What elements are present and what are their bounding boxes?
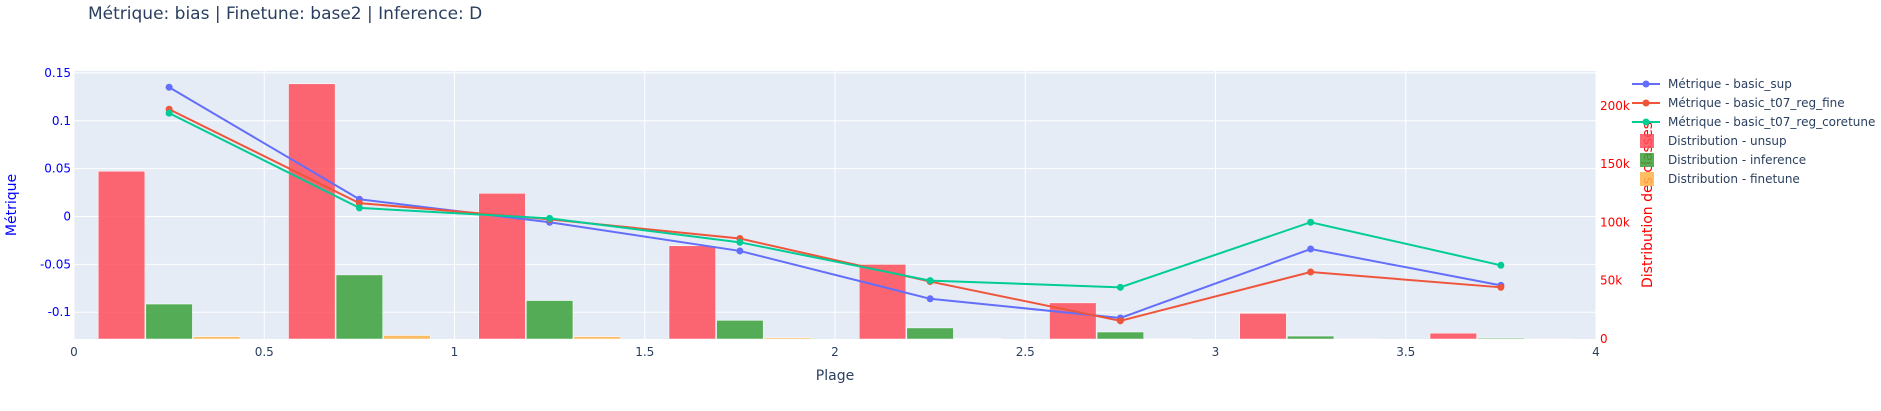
bar xyxy=(288,83,336,340)
series-line xyxy=(168,86,1502,319)
bar xyxy=(1239,313,1287,340)
legend-label: Distribution - finetune xyxy=(1668,172,1800,186)
x-tick-label: 3 xyxy=(1212,345,1220,359)
data-point xyxy=(1116,283,1124,291)
legend-label: Métrique - basic_sup xyxy=(1668,77,1792,91)
bar xyxy=(668,245,716,340)
y-right-ticks: 0 50k 100k 150k 200k xyxy=(1600,99,1630,346)
series-line xyxy=(168,108,1501,322)
bar xyxy=(859,264,907,340)
bar xyxy=(1144,338,1192,340)
bar xyxy=(1429,332,1477,340)
legend-marker xyxy=(1642,118,1650,126)
x-tick-label: 1 xyxy=(451,345,459,359)
chart-title: Métrique: bias | Finetune: base2 | Infer… xyxy=(88,4,482,24)
data-point xyxy=(926,277,934,285)
y-left-tick-label: -0.05 xyxy=(40,257,71,271)
data-point xyxy=(926,295,934,303)
lines xyxy=(165,83,1505,325)
series-line xyxy=(168,112,1502,289)
bar xyxy=(526,300,574,340)
bar xyxy=(573,336,621,340)
y-right-tick-label: 150k xyxy=(1600,157,1630,171)
y-right-tick-label: 0 xyxy=(1600,332,1608,346)
legend: Métrique - basic_sup Métrique - basic_t07… xyxy=(1632,77,1875,186)
x-tick-label: 0.5 xyxy=(255,345,274,359)
bar xyxy=(145,303,193,340)
legend-bar-symbol xyxy=(1640,134,1654,148)
x-tick-label: 2 xyxy=(831,345,839,359)
data-point xyxy=(1497,283,1505,291)
legend-label: Métrique - basic_t07_reg_coretune xyxy=(1668,115,1875,129)
legend-marker xyxy=(1642,99,1650,107)
legend-label: Métrique - basic_t07_reg_fine xyxy=(1668,96,1845,110)
x-tick-label: 0 xyxy=(70,345,78,359)
legend-label: Distribution - unsup xyxy=(1668,134,1787,148)
data-point xyxy=(1497,261,1505,269)
data-point xyxy=(736,247,744,255)
x-tick-label: 3.5 xyxy=(1396,345,1415,359)
bar xyxy=(906,327,954,340)
y-right-tick-label: 50k xyxy=(1600,274,1622,288)
y-left-axis-title: Métrique xyxy=(4,174,20,236)
bar xyxy=(98,170,146,340)
bar xyxy=(1287,335,1335,340)
data-point xyxy=(546,214,554,222)
data-point xyxy=(1116,317,1124,325)
bar xyxy=(1477,337,1525,340)
bar xyxy=(383,335,431,340)
data-point xyxy=(1307,268,1315,276)
bar xyxy=(193,336,241,340)
bar xyxy=(335,274,383,340)
y-left-tick-label: 0.15 xyxy=(44,66,71,80)
y-left-ticks: -0.1 -0.05 0 0.05 0.1 0.15 xyxy=(40,66,71,319)
x-tick-label: 2.5 xyxy=(1016,345,1035,359)
legend-marker xyxy=(1642,80,1650,88)
data-point xyxy=(165,109,173,117)
legend-label: Distribution - inference xyxy=(1668,153,1806,167)
bar xyxy=(763,337,811,340)
y-left-tick-label: -0.1 xyxy=(48,305,71,319)
data-point xyxy=(736,238,744,246)
data-point xyxy=(355,204,363,212)
legend-bar-symbol xyxy=(1640,172,1654,186)
data-point xyxy=(165,83,173,91)
legend-bar-symbol xyxy=(1640,153,1654,167)
data-point xyxy=(355,199,363,207)
y-left-tick-label: 0 xyxy=(63,209,71,223)
y-right-tick-label: 200k xyxy=(1600,99,1630,113)
x-ticks: 0 0.5 1 1.5 2 2.5 3 3.5 4 xyxy=(70,345,1600,359)
data-point xyxy=(1307,218,1315,226)
bar xyxy=(1334,338,1382,340)
bar xyxy=(1049,302,1097,340)
bar xyxy=(1096,331,1144,340)
y-right-tick-label: 100k xyxy=(1600,215,1630,229)
x-tick-label: 1.5 xyxy=(635,345,654,359)
bar xyxy=(716,320,764,340)
x-tick-label: 4 xyxy=(1592,345,1600,359)
bar xyxy=(954,338,1002,340)
y-left-tick-label: 0.1 xyxy=(52,114,71,128)
x-axis-title: Plage xyxy=(816,368,854,384)
data-point xyxy=(1307,245,1315,253)
bar xyxy=(1524,338,1572,340)
y-left-tick-label: 0.05 xyxy=(44,162,71,176)
